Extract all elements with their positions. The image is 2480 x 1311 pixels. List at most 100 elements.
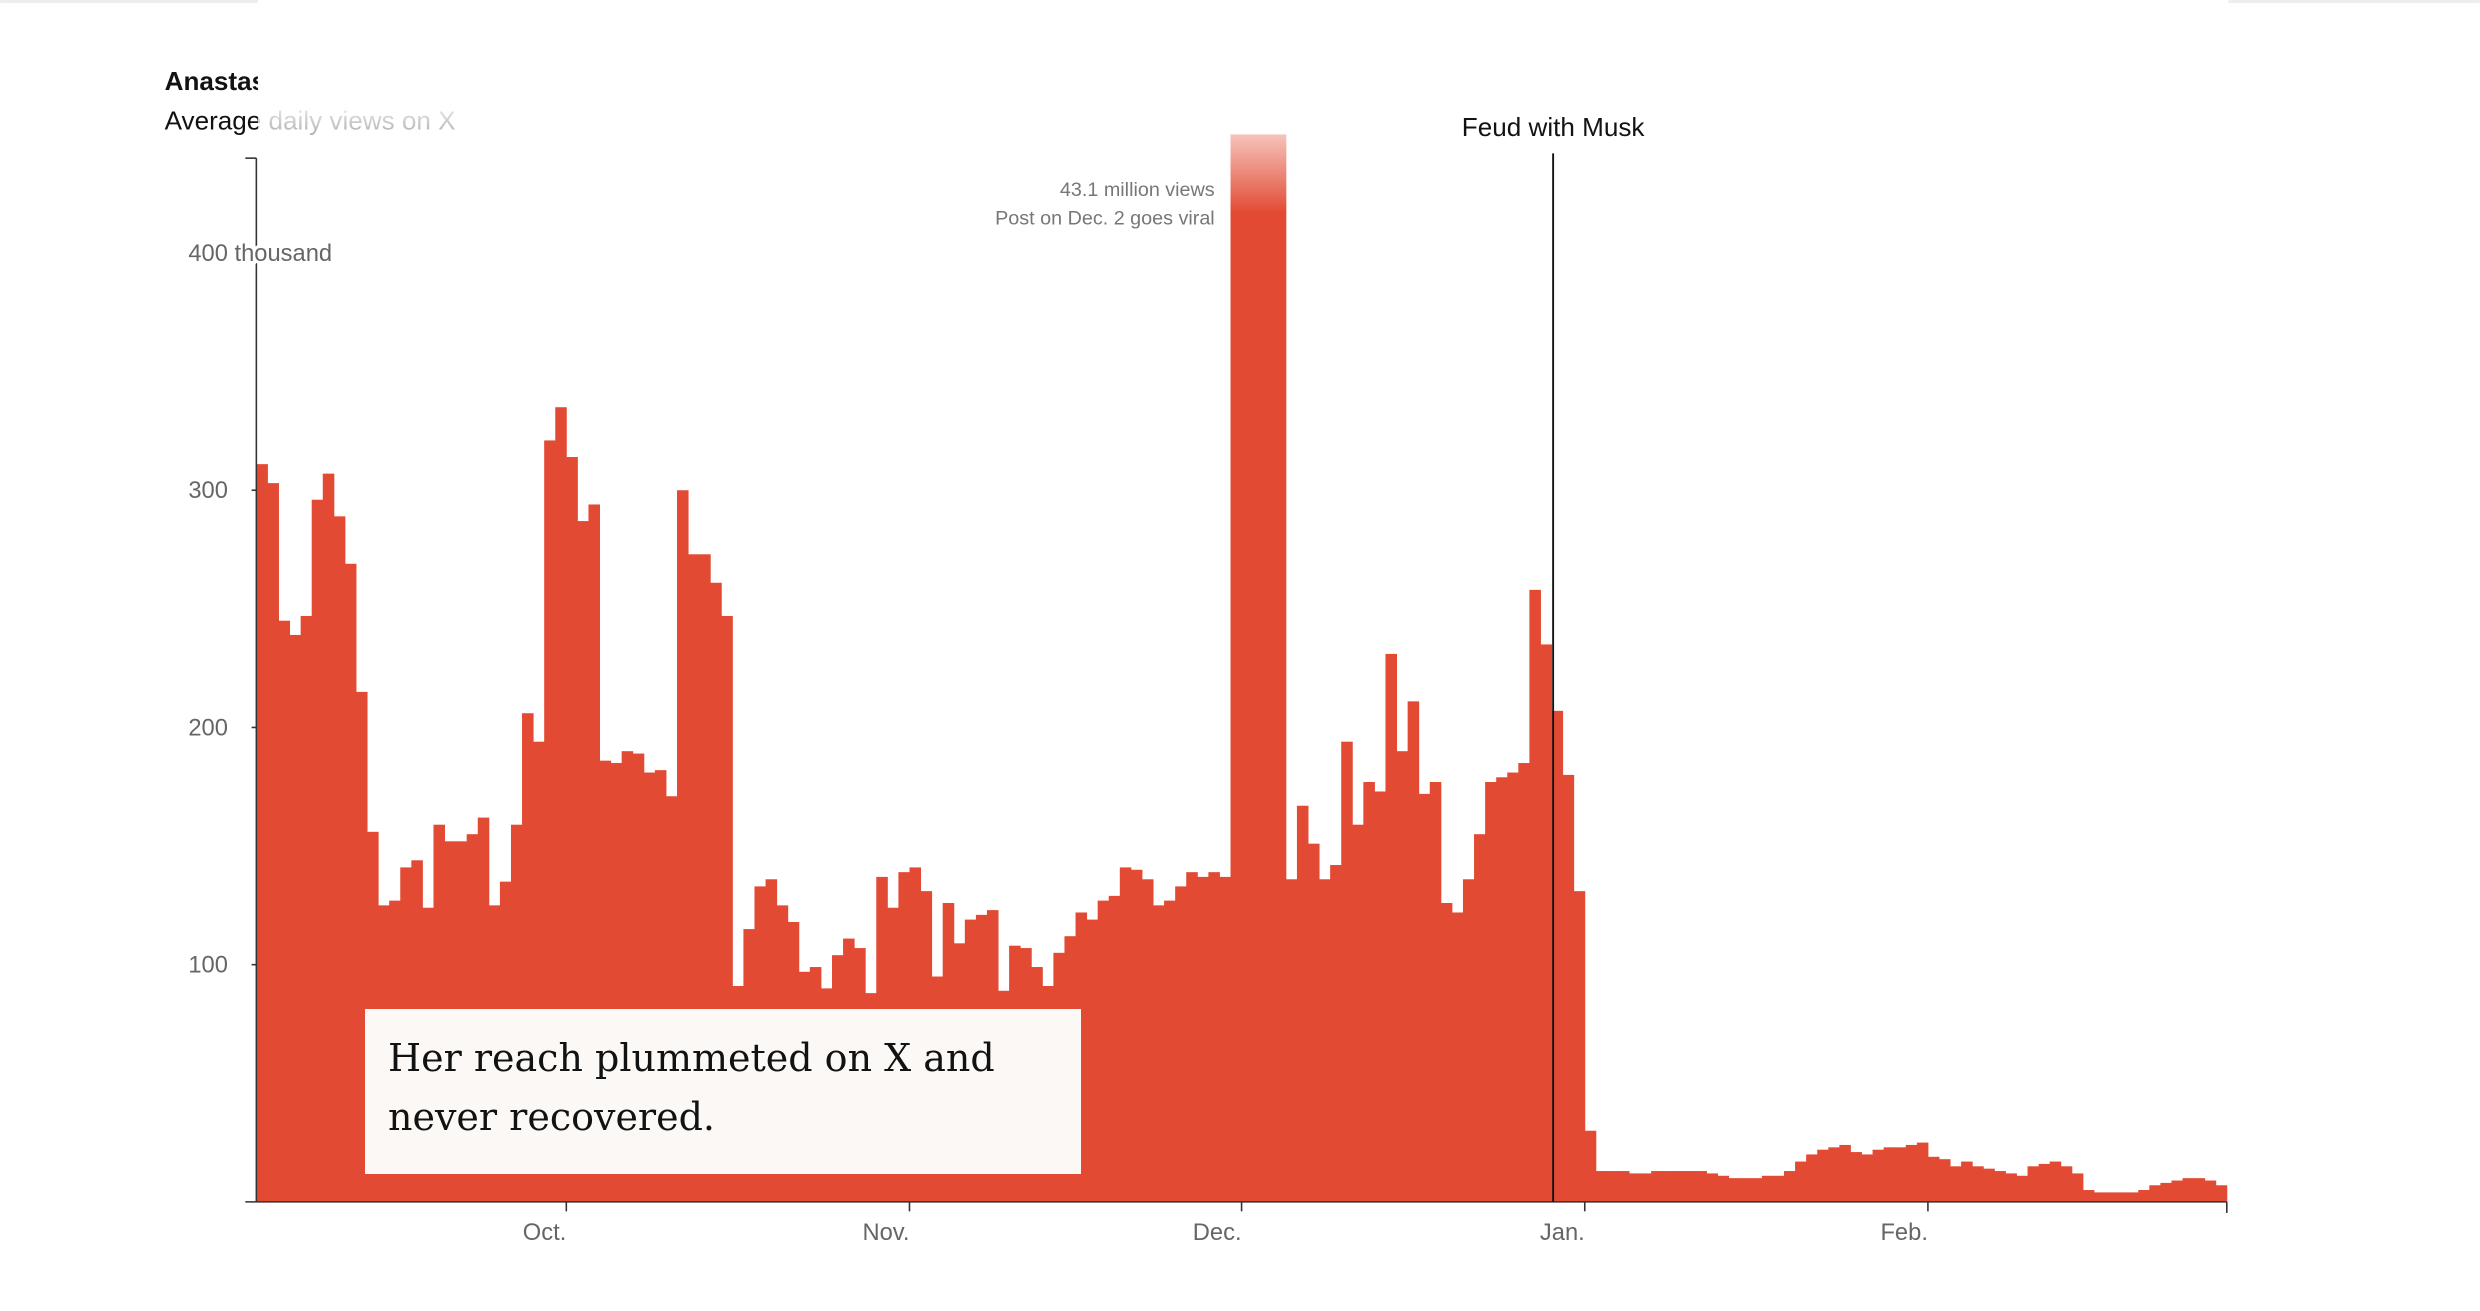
bar: [2116, 1192, 2128, 1202]
x-tick-label: Oct.: [523, 1220, 567, 1246]
bar: [1806, 1154, 1818, 1202]
bar: [278, 620, 291, 1202]
bar: [311, 499, 324, 1202]
bar: [710, 582, 722, 1202]
feud-annotation: Feud with Musk: [1462, 112, 1646, 142]
bar: [1219, 876, 1231, 1202]
bar: [1462, 879, 1475, 1202]
bar: [2038, 1163, 2051, 1202]
bar: [1518, 763, 1530, 1202]
bar: [1994, 1171, 2006, 1202]
y-tick-label: 400 thousand: [188, 241, 332, 267]
bar: [1263, 134, 1276, 1202]
bar: [300, 615, 313, 1202]
bar: [1739, 1178, 1752, 1202]
bar: [2082, 1190, 2095, 1202]
bar: [1230, 134, 1243, 1202]
bar: [621, 751, 634, 1202]
x-tick-label: Feb.: [1880, 1220, 1927, 1246]
bar: [1551, 710, 1564, 1202]
bar: [1130, 869, 1143, 1202]
y-tick-label: 300: [188, 478, 228, 504]
bar: [355, 691, 368, 1202]
x-tick-label: Nov.: [862, 1220, 909, 1246]
bar: [289, 634, 302, 1202]
bar: [1418, 793, 1431, 1202]
bar: [2005, 1173, 2017, 1202]
bar: [2215, 1185, 2228, 1202]
bar: [2182, 1178, 2195, 1202]
bar: [1651, 1171, 1663, 1202]
bar: [1252, 134, 1265, 1202]
bar: [1153, 905, 1165, 1202]
bar: [256, 464, 268, 1202]
bar: [1861, 1154, 1874, 1202]
bar: [2093, 1192, 2106, 1202]
bar: [699, 554, 711, 1202]
bar: [1341, 741, 1353, 1202]
bar: [2105, 1192, 2117, 1202]
bar: [1429, 782, 1442, 1202]
bar: [1075, 912, 1088, 1202]
bar: [1673, 1171, 1685, 1202]
bar: [2060, 1166, 2073, 1202]
bar: [2071, 1173, 2084, 1202]
bar: [1761, 1175, 1774, 1202]
bar: [322, 473, 335, 1202]
bar: [1595, 1171, 1608, 1202]
bar: [533, 741, 545, 1202]
bar: [1330, 865, 1342, 1202]
bar: [588, 504, 600, 1202]
bar: [1629, 1173, 1641, 1202]
x-tick-label: Jan.: [1540, 1220, 1585, 1246]
bar: [2193, 1178, 2206, 1202]
bar: [2204, 1180, 2217, 1202]
bar: [1795, 1161, 1807, 1202]
bar: [1562, 774, 1575, 1202]
viral-annotation: 43.1 million views: [1060, 179, 1215, 201]
bar: [333, 516, 346, 1202]
bar: [1440, 902, 1453, 1202]
y-tick-label: 200: [188, 715, 228, 741]
bar: [1496, 777, 1508, 1202]
fade-overlay: [257, 0, 2229, 214]
bar: [1119, 867, 1132, 1202]
bar: [1507, 772, 1519, 1202]
bar: [1197, 876, 1209, 1202]
bar: [1175, 886, 1187, 1202]
bar: [1319, 879, 1331, 1202]
bar: [2016, 1175, 2029, 1202]
bar: [599, 760, 612, 1202]
bar: [643, 772, 656, 1202]
bar: [1274, 134, 1287, 1202]
bar: [1617, 1171, 1630, 1202]
bar: [1883, 1147, 1896, 1202]
bar: [1706, 1173, 1719, 1202]
bar: [1352, 824, 1364, 1202]
bar: [522, 713, 534, 1202]
bar: [1285, 879, 1298, 1202]
bar: [721, 615, 733, 1202]
bar: [544, 440, 556, 1202]
bar: [1927, 1156, 1940, 1202]
bar: [577, 521, 589, 1202]
bar: [1474, 834, 1486, 1202]
x-tick-label: Dec.: [1193, 1220, 1242, 1246]
bar: [688, 554, 700, 1202]
bar: [1750, 1178, 1763, 1202]
bar: [632, 753, 645, 1202]
bar: [1208, 872, 1220, 1202]
bar: [1961, 1161, 1973, 1202]
bar: [1141, 879, 1154, 1202]
bar: [1363, 782, 1375, 1202]
bar: [1695, 1171, 1707, 1202]
bar: [2138, 1190, 2150, 1202]
bar: [566, 457, 578, 1202]
bar: [1529, 589, 1541, 1202]
bar: [1606, 1171, 1619, 1202]
bar: [1296, 805, 1309, 1202]
bar: [1828, 1147, 1840, 1202]
y-tick-label: 100: [188, 953, 228, 979]
bar: [1938, 1159, 1951, 1202]
